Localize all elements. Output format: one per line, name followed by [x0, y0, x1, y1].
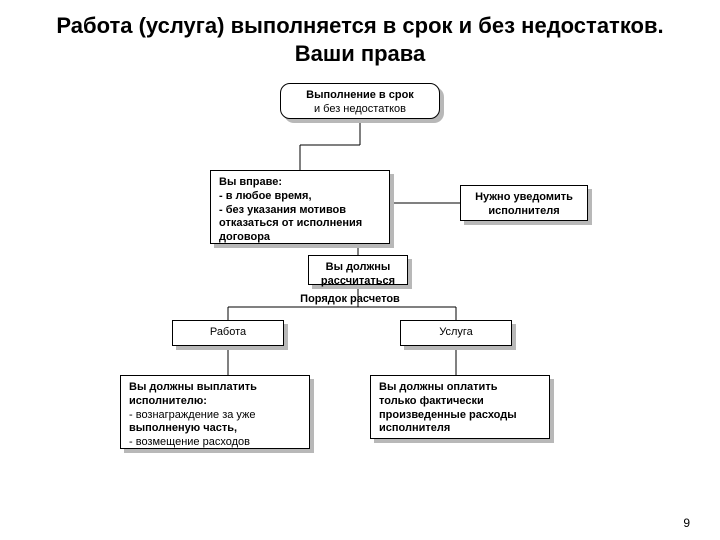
- flowchart-canvas: Выполнение в срок и без недостатков Вы в…: [0, 75, 720, 535]
- node-service-text: Услуга: [439, 326, 473, 338]
- connectors: [0, 75, 720, 535]
- node-top-line1: Выполнение в срок: [306, 89, 414, 101]
- node-service: Услуга: [400, 320, 512, 346]
- sd-l4: исполнителя: [379, 422, 450, 434]
- label-order: Порядок расчетов: [280, 293, 420, 305]
- wd-l1: Вы должны выплатить: [129, 381, 257, 393]
- node-rights: Вы вправе: - в любое время, - без указан…: [210, 170, 390, 244]
- node-must-settle: Вы должны рассчитаться: [308, 255, 408, 285]
- sd-l2: только фактически: [379, 395, 484, 407]
- node-work-text: Работа: [210, 326, 246, 338]
- node-top: Выполнение в срок и без недостатков: [280, 83, 440, 119]
- node-rights-line1: Вы вправе:: [219, 176, 282, 188]
- node-rights-line5: договора: [219, 231, 270, 243]
- wd-l2: исполнителю:: [129, 395, 207, 407]
- wd-l3: - вознаграждение за уже: [129, 409, 256, 421]
- node-rights-line4: отказаться от исполнения: [219, 217, 362, 229]
- node-must-settle-l2: рассчитаться: [321, 275, 395, 287]
- node-rights-line3: - без указания мотивов: [219, 204, 346, 216]
- sd-l3: произведенные расходы: [379, 409, 517, 421]
- node-notify-text: Нужно уведомить исполнителя: [475, 191, 573, 217]
- node-work: Работа: [172, 320, 284, 346]
- page-number: 9: [683, 516, 690, 530]
- node-top-line2: и без недостатков: [314, 103, 406, 115]
- node-notify: Нужно уведомить исполнителя: [460, 185, 588, 221]
- node-must-settle-l1: Вы должны: [326, 261, 391, 273]
- node-work-detail: Вы должны выплатить исполнителю: - возна…: [120, 375, 310, 449]
- wd-l4: выполненую часть,: [129, 422, 237, 434]
- node-rights-line2: - в любое время,: [219, 190, 312, 202]
- wd-l5: - возмещение расходов: [129, 436, 250, 448]
- node-service-detail: Вы должны оплатить только фактически про…: [370, 375, 550, 439]
- sd-l1: Вы должны оплатить: [379, 381, 497, 393]
- page-title: Работа (услуга) выполняется в срок и без…: [0, 0, 720, 75]
